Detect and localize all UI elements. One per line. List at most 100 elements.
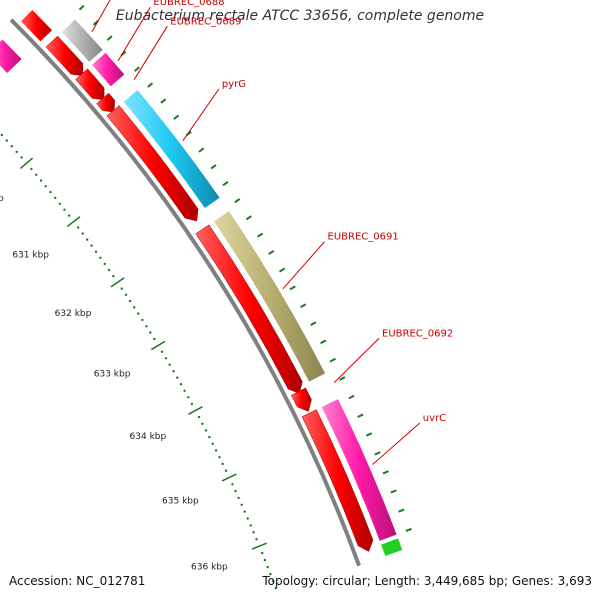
minor-tick [54,196,57,200]
major-tick [19,157,34,169]
ruler-tick-label: 632 kbp [55,309,92,319]
outer-tick [173,114,180,120]
minor-tick [168,363,171,366]
minor-tick [30,167,33,171]
major-tick [66,216,81,228]
minor-tick [20,156,23,159]
minor-tick [99,256,102,259]
map-title: Eubacterium rectale ATCC 33656, complete… [115,8,485,24]
outer-tick [92,20,99,26]
minor-tick [266,565,269,569]
ruler-tick-label: 636 kbp [191,563,228,573]
minor-tick [211,442,214,445]
outer-tick [78,4,85,11]
outer-tick [147,82,154,88]
minor-tick [124,293,128,296]
outer-tick [289,285,296,291]
minor-tick [90,244,93,247]
minor-tick [204,429,208,432]
cds-feature [75,68,105,101]
minor-tick [261,551,264,555]
minor-tick [94,250,98,253]
ruler-tick-label: 635 kbp [162,497,199,507]
outer-tick [279,267,286,273]
minor-tick [10,145,13,148]
minor-tick [237,496,240,500]
minor-tick [263,558,267,562]
outer-tick [222,181,229,187]
label-leader [282,241,325,290]
minor-tick [141,318,144,322]
outer-tick [300,303,307,309]
outer-tick [106,35,113,41]
minor-tick [234,489,237,493]
gene-label[interactable]: pyrG [222,79,246,90]
minor-tick [246,517,249,520]
label-leader [91,0,111,33]
outer-tick [329,357,336,363]
minor-tick [58,202,61,205]
minor-tick [252,531,255,534]
minor-tick [103,262,106,266]
minor-tick [224,469,228,472]
gene-label[interactable]: EUBREC_0689 [170,16,241,27]
outer-tick [198,147,205,153]
backbone-circle [9,18,361,567]
cog-feature [92,52,125,87]
outer-tick [257,232,264,238]
minor-tick [145,325,148,328]
major-tick [110,277,125,288]
minor-tick [160,350,164,353]
gene-label[interactable]: EUBREC_0688 [153,0,224,8]
minor-tick [137,312,140,315]
cds-feature [290,387,312,412]
cog-feature [123,90,220,209]
outer-tick [268,250,275,255]
outer-tick [365,432,373,437]
minor-tick [63,208,66,211]
minor-tick [67,214,71,217]
gene-label[interactable]: EUBREC_0692 [382,328,453,339]
outer-tick [133,66,140,72]
label-leader [133,26,168,80]
outer-tick [382,470,389,475]
minor-tick [183,389,186,392]
outer-tick [348,394,355,400]
major-tick [188,406,203,415]
minor-tick [201,422,204,425]
minor-tick [176,376,179,379]
cds-feature [45,35,84,76]
feature-tracks [0,9,403,567]
minor-tick [133,306,136,309]
gene-label[interactable]: uvrC [423,413,446,424]
minor-tick [164,357,168,360]
outer-tick [245,215,252,221]
minor-tick [112,275,115,278]
gene-labels: EUBREC_0687EUBREC_0688EUBREC_0689pyrGEUB… [91,0,453,465]
minor-tick [153,337,156,341]
outer-tick [160,98,167,104]
minor-tick [221,462,224,466]
outer-tick [234,198,241,204]
minor-tick [231,483,234,486]
minor-tick [0,133,3,137]
minor-tick [218,456,221,459]
gene-label[interactable]: EUBREC_0691 [328,232,399,243]
minor-tick [81,232,84,235]
cds-feature [96,92,115,113]
minor-tick [77,226,80,229]
minor-tick [214,449,218,452]
minor-tick [5,139,8,142]
minor-tick [274,586,277,590]
minor-tick [85,238,89,241]
minor-tick [149,331,152,334]
label-leader [117,6,151,62]
cog-feature [321,399,397,541]
minor-tick [249,524,252,527]
minor-tick [107,268,111,272]
minor-tick [179,383,183,386]
minor-tick [269,572,272,576]
minor-tick [35,173,38,176]
outer-tick [398,508,405,513]
